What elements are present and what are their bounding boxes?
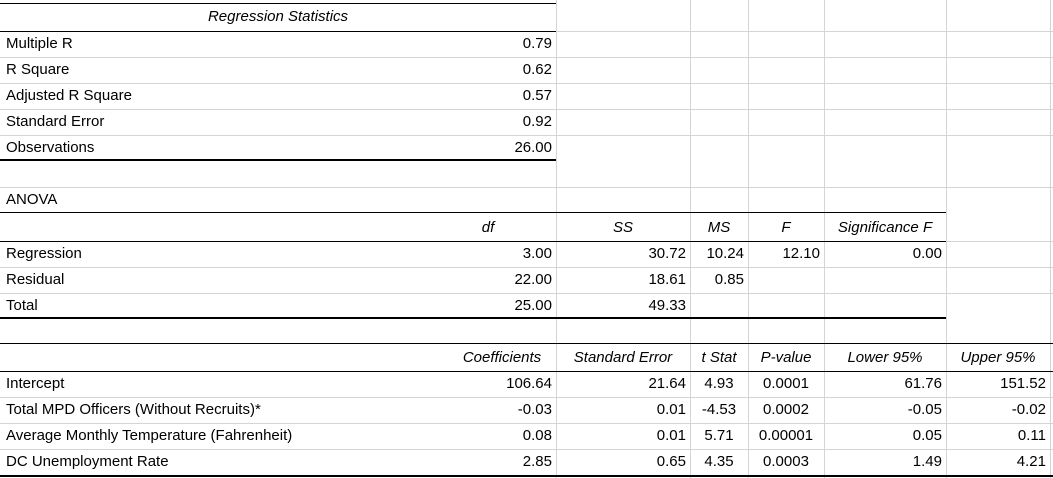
coef-row-label: DC Unemployment Rate [6,453,169,470]
coef-header-lower-95: Lower 95% [847,349,923,366]
coef-standard-error: 21.64 [648,375,686,392]
coef-value: -0.03 [517,401,552,418]
grid-line [0,135,1053,136]
stat-label: Multiple R [6,35,73,52]
anova-ss: 49.33 [648,297,686,314]
stat-label: Observations [6,139,95,156]
coef-header-upper-95: Upper 95% [960,349,1036,366]
coef-p-value: 0.0002 [763,401,809,418]
coef-value: 106.64 [506,375,552,392]
coef-value: 2.85 [522,453,552,470]
anova-ss: 18.61 [648,271,686,288]
table-border [0,241,946,242]
coef-standard-error: 0.65 [656,453,686,470]
table-border [0,3,556,4]
table-border [0,31,556,32]
stat-value: 0.57 [522,87,552,104]
grid-line [0,293,1053,294]
coef-p-value: 0.00001 [758,427,814,444]
anova-row-label: Residual [6,271,65,288]
anova-ms: 10.24 [706,245,744,262]
anova-row-label: Regression [6,245,82,262]
grid-line [0,109,1053,110]
grid-line [0,57,1053,58]
coef-lower-95: 61.76 [904,375,942,392]
anova-df: 3.00 [522,245,552,262]
grid-line [748,0,749,478]
grid-line [0,423,1053,424]
coef-header-coefficients: Coefficients [462,349,542,366]
anova-header-f: F [781,219,791,236]
grid-line [690,0,691,478]
stat-value: 26.00 [514,139,552,156]
grid-line [1050,0,1051,478]
table-border [0,317,946,319]
coef-header-standard-error: Standard Error [573,349,673,366]
stat-label: Adjusted R Square [6,87,132,104]
table-border [0,371,1053,372]
coef-lower-95: 0.05 [912,427,942,444]
grid-line [0,449,1053,450]
grid-line [0,267,1053,268]
coef-t-stat: -4.53 [701,401,737,418]
stat-label: R Square [6,61,70,78]
coef-upper-95: 151.52 [1000,375,1046,392]
anova-header-df: df [481,219,495,236]
grid-line [0,397,1053,398]
anova-row-label: Total [6,297,38,314]
anova-header-ms: MS [707,219,731,236]
coef-upper-95: 4.21 [1016,453,1046,470]
table-border [0,159,556,161]
grid-line [946,0,947,478]
coef-row-label: Intercept [6,375,65,392]
anova-ss: 30.72 [648,245,686,262]
coef-upper-95: 0.11 [1017,427,1046,444]
anova-header-ss: SS [612,219,633,236]
anova-df: 25.00 [514,297,552,314]
coef-header-t-stat: t Stat [701,349,737,366]
stat-label: Standard Error [6,113,105,130]
anova-header-significance-f: Significance F [837,219,933,236]
coef-t-stat: 4.35 [704,453,734,470]
grid-line [0,83,1053,84]
coef-row-label: Total MPD Officers (Without Recruits)* [6,401,261,418]
coef-standard-error: 0.01 [656,401,686,418]
grid-line [824,0,825,478]
anova-f: 12.10 [782,245,820,262]
table-border [0,475,1053,477]
coef-value: 0.08 [522,427,552,444]
coef-upper-95: -0.02 [1011,401,1046,418]
anova-ms: 0.85 [714,271,744,288]
coef-lower-95: 1.49 [912,453,942,470]
coef-t-stat: 5.71 [704,427,734,444]
table-border [0,343,1053,344]
coef-lower-95: -0.05 [907,401,942,418]
coef-p-value: 0.0003 [763,453,809,470]
grid-line [0,187,1053,188]
stat-value: 0.62 [522,61,552,78]
stat-value: 0.92 [522,113,552,130]
regression-statistics-title: Regression Statistics [207,8,349,25]
stat-value: 0.79 [522,35,552,52]
coef-p-value: 0.0001 [763,375,809,392]
table-border [0,212,946,213]
anova-title: ANOVA [6,191,58,208]
anova-df: 22.00 [514,271,552,288]
coef-row-label: Average Monthly Temperature (Fahrenheit) [6,427,293,444]
coef-t-stat: 4.93 [704,375,734,392]
coef-standard-error: 0.01 [656,427,686,444]
coef-header-p-value: P-value [760,349,812,366]
anova-significance-f: 0.00 [912,245,942,262]
grid-line [556,0,557,478]
